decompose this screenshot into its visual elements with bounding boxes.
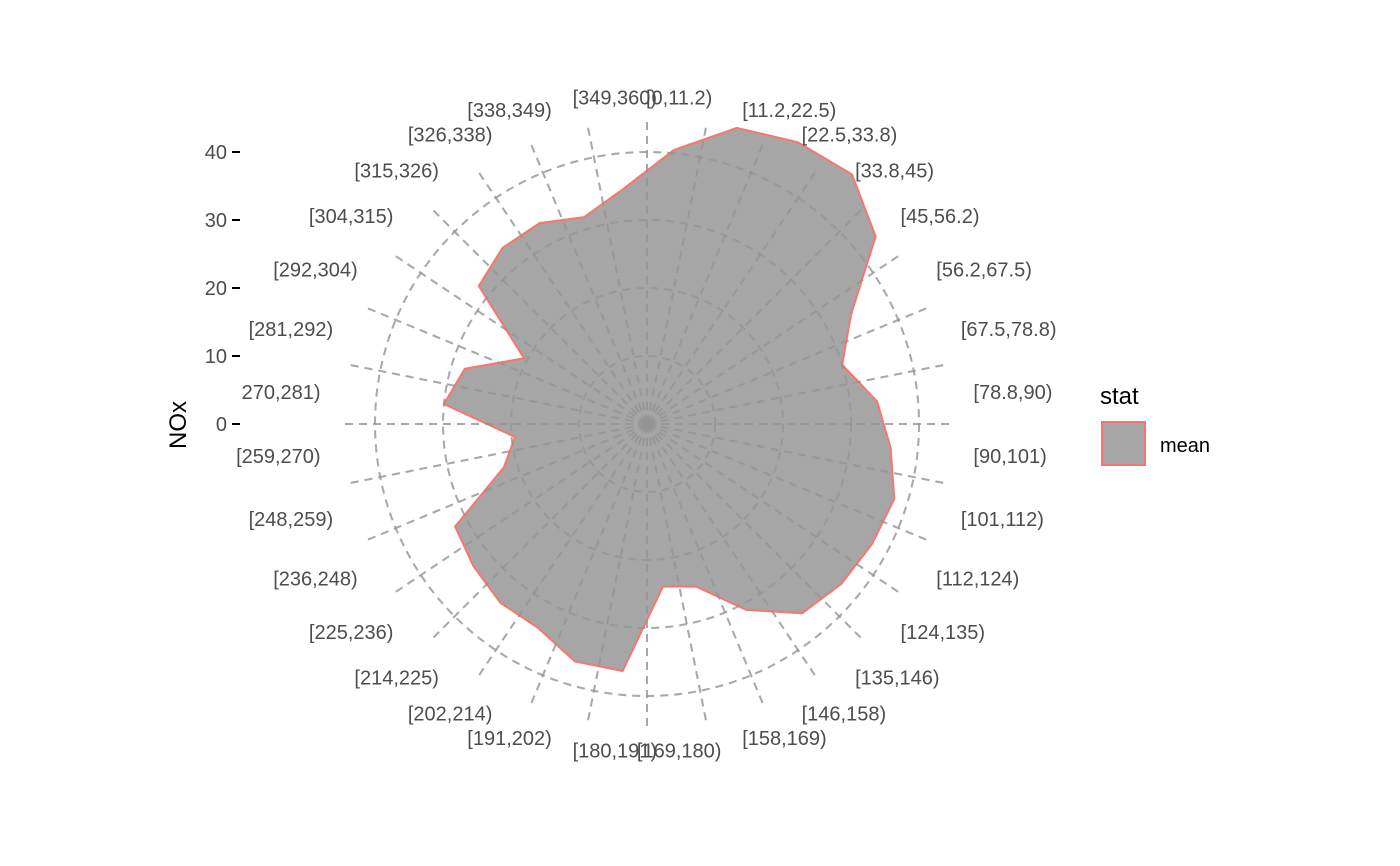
y-axis: 0 10 20 30 40 [205,142,240,436]
legend: stat mean [1100,383,1210,465]
category-label: [259,270) [236,446,321,468]
category-label: [338,349) [467,100,552,122]
category-label: [112,124) [936,569,1019,591]
category-label: [11.2,22.5) [742,100,836,122]
category-label: [22.5,33.8) [802,125,898,147]
category-label: [191,202) [467,728,552,750]
category-label: [248,259) [249,509,334,531]
series-area-mean [444,128,894,671]
category-label: [146,158) [802,703,887,725]
legend-label-mean: mean [1160,435,1210,457]
legend-title: stat [1100,383,1139,410]
category-label: [124,135) [901,622,986,644]
category-label: [236,248) [273,569,358,591]
category-label: [135,146) [855,668,940,690]
y-tick-label: 10 [205,346,227,368]
y-tick-label: 20 [205,278,227,300]
category-label: [225,236) [309,622,394,644]
category-label: [326,338) [408,125,493,147]
y-axis-title: NOx [165,401,192,449]
grid-center [637,414,657,434]
y-tick-label: 40 [205,142,227,164]
category-label: [281,292) [249,319,334,341]
category-label: [33.8,45) [855,160,934,182]
category-label: [315,326) [354,160,439,182]
y-tick-label: 0 [216,414,227,436]
category-label: [202,214) [408,703,493,725]
category-label: [180,191) [573,740,658,762]
category-label: 270,281) [242,382,321,404]
series-layer [444,128,894,671]
category-label: [90,101) [973,446,1046,468]
category-label: [349,360) [573,88,658,110]
category-label: [45,56.2) [901,206,980,228]
legend-key-mean [1102,422,1145,465]
y-tick-label: 30 [205,210,227,232]
category-label: [67.5,78.8) [961,319,1057,341]
category-label: [56.2,67.5) [936,259,1032,281]
category-label: [292,304) [273,259,358,281]
category-label: [101,112) [961,509,1044,531]
category-label: [158,169) [742,728,827,750]
category-label: [214,225) [354,668,439,690]
category-label: [304,315) [309,206,394,228]
category-label: [78.8,90) [973,382,1052,404]
